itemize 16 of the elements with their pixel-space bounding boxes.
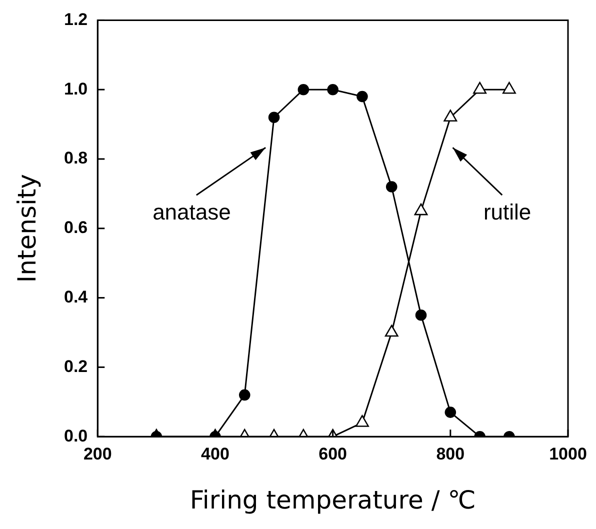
x-tick-label: 800 (436, 444, 465, 464)
annotation: rutile (483, 199, 532, 224)
x-tick-label: 200 (83, 444, 112, 464)
x-tick-label: 1000 (549, 444, 587, 464)
y-tick-label: 0.2 (64, 356, 88, 376)
y-tick-label: 0.4 (64, 287, 88, 306)
y-tick-label: 0.6 (64, 218, 88, 238)
x-tick-label: 600 (318, 444, 348, 464)
y-axis-title: Intensity (12, 174, 42, 283)
x-axis-title: Firing temperature / ℃ (190, 486, 476, 514)
y-tick-label: 0.0 (64, 426, 88, 446)
y-tick-label: 0.8 (64, 148, 88, 168)
annotation: anatase (152, 199, 231, 224)
y-tick-label: 1.0 (64, 79, 88, 98)
y-tick-label: 1.2 (64, 10, 88, 29)
x-tick-label: 400 (201, 444, 230, 464)
